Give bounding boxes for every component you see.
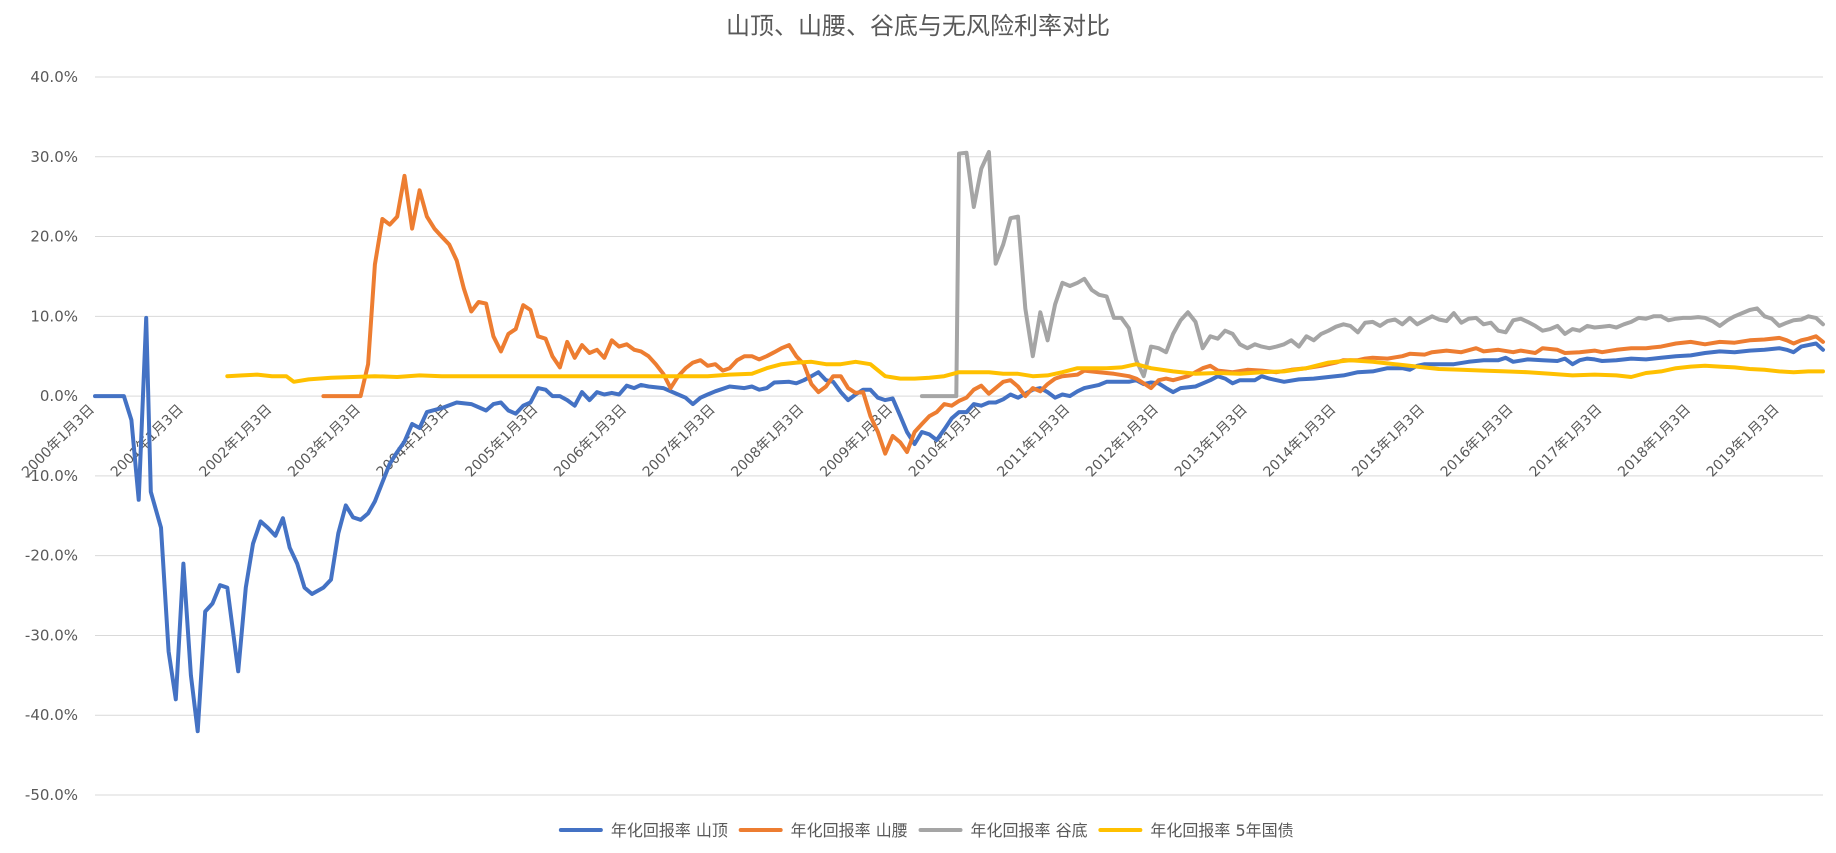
legend-label: 年化回报率 5年国债 (1150, 821, 1293, 840)
x-tick-label: 2019年1月3日 (1704, 402, 1783, 481)
y-tick-label: -50.0% (25, 786, 78, 804)
legend-item-3: 年化回报率 谷底 (918, 821, 1088, 840)
legend: 年化回报率 山顶 年化回报率 山腰 年化回报率 谷底 年化回报率 5年国债 (558, 821, 1294, 840)
x-tick-label: 2004年1月3日 (374, 402, 453, 481)
series-line-3 (919, 150, 1825, 399)
x-tick-label: 2007年1月3日 (640, 402, 719, 481)
x-tick-label: 2003年1月3日 (285, 402, 364, 481)
x-tick-label: 2018年1月3日 (1615, 402, 1694, 481)
y-tick-label: -20.0% (25, 547, 78, 565)
y-tick-label: 20.0% (30, 228, 78, 246)
y-tick-label: -40.0% (25, 706, 78, 724)
x-tick-label: 2015年1月3日 (1349, 402, 1428, 481)
legend-label: 年化回报率 谷底 (971, 821, 1088, 840)
x-tick-label: 2006年1月3日 (551, 402, 630, 481)
series-line-1 (93, 315, 1825, 734)
legend-item-4: 年化回报率 5年国债 (1098, 821, 1294, 840)
legend-label: 年化回报率 山顶 (611, 821, 728, 840)
chart-title: 山顶、山腰、谷底与无风险利率对比 (726, 12, 1110, 40)
x-tick-label: 2013年1月3日 (1172, 402, 1251, 481)
y-tick-label: 10.0% (30, 307, 78, 325)
series-line-4 (225, 358, 1825, 384)
legend-label: 年化回报率 山腰 (791, 821, 908, 840)
y-tick-label: 30.0% (30, 148, 78, 166)
x-tick-label: 2005年1月3日 (463, 402, 542, 481)
x-tick-label: 2012年1月3日 (1083, 402, 1162, 481)
legend-item-2: 年化回报率 山腰 (738, 821, 908, 840)
x-tick-label: 2008年1月3日 (728, 402, 807, 481)
x-tick-label: 2016年1月3日 (1438, 402, 1517, 481)
y-tick-label: -10.0% (25, 467, 78, 485)
x-tick-label: 2009年1月3日 (817, 402, 896, 481)
legend-item-1: 年化回报率 山顶 (558, 821, 728, 840)
y-axis-tick-labels: 40.0% 30.0% 20.0% 10.0% 0.0% -10.0% -20.0% -30.… (25, 68, 78, 804)
y-tick-label: -30.0% (25, 626, 78, 644)
x-tick-label: 2017年1月3日 (1527, 402, 1606, 481)
x-tick-label: 2011年1月3日 (994, 402, 1073, 481)
series-line-2 (321, 173, 1825, 456)
x-tick-label: 2014年1月3日 (1261, 402, 1340, 481)
series-lines (93, 150, 1825, 734)
y-tick-label: 40.0% (30, 68, 78, 86)
x-tick-label: 2002年1月3日 (196, 402, 275, 481)
y-tick-label: 0.0% (40, 387, 78, 405)
